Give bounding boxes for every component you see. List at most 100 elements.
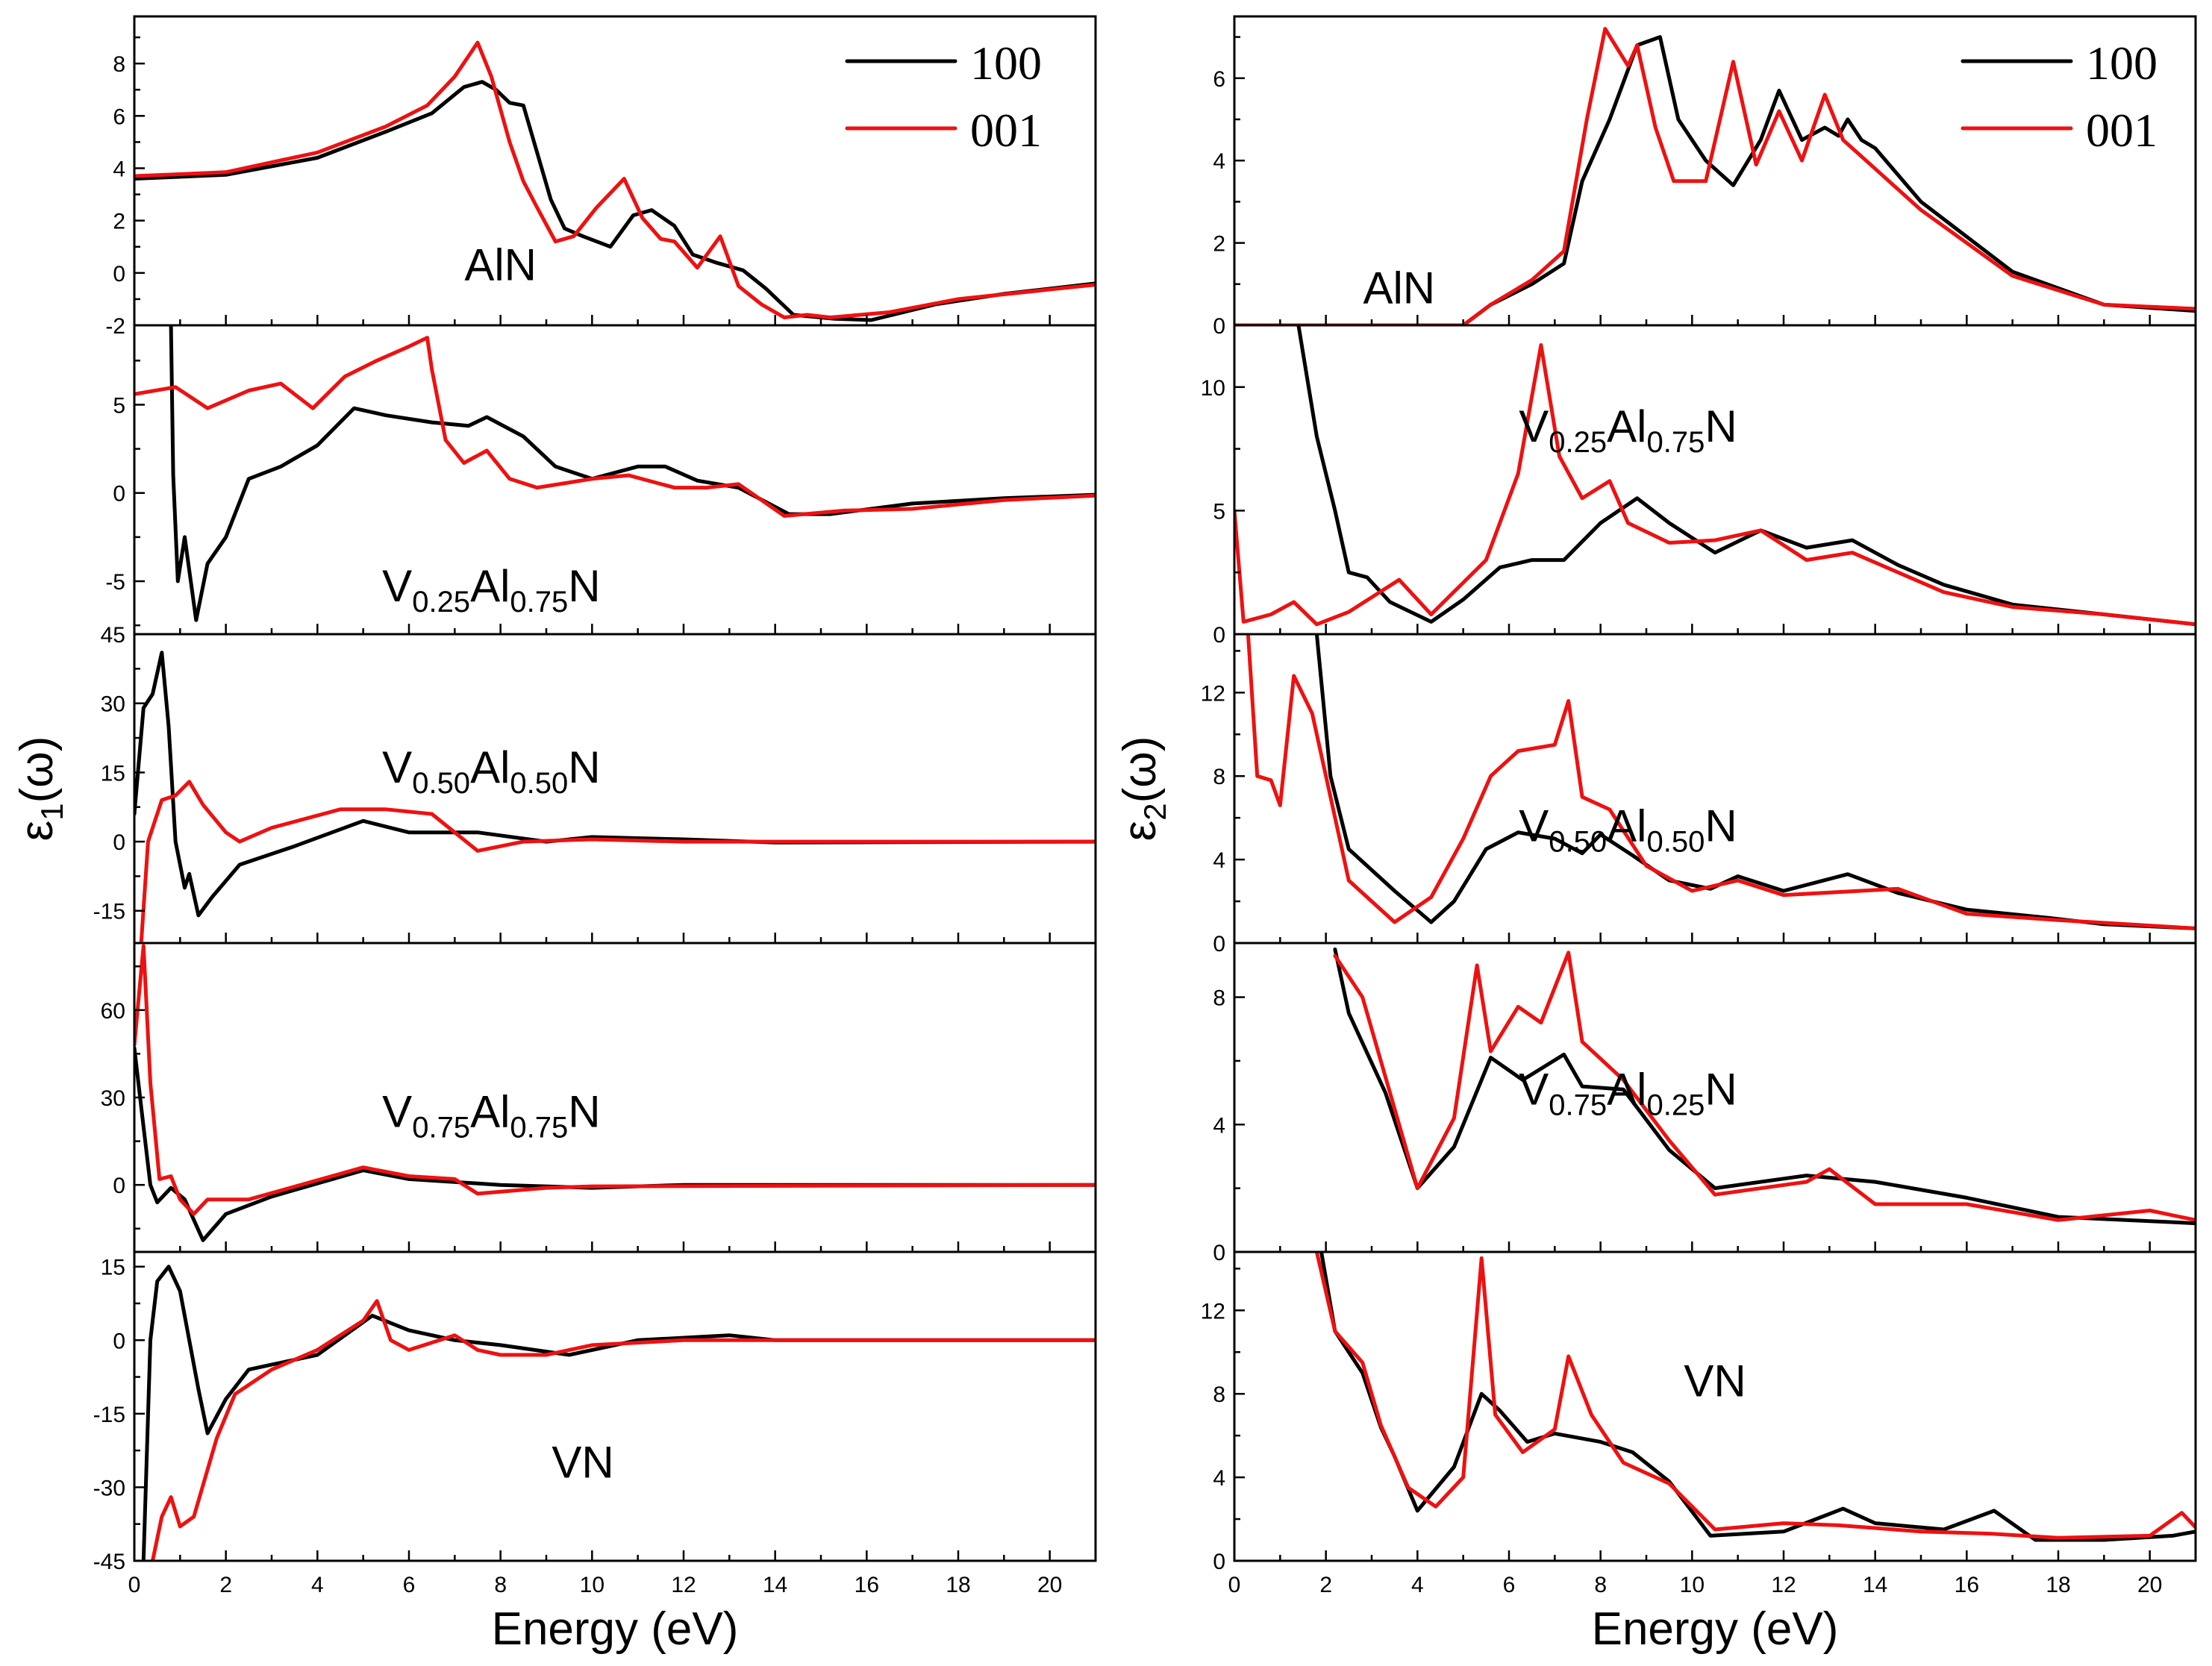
panel-label: V0.25Al0.75N <box>382 561 600 619</box>
epsilon1-chart: -2 0 2 4 6 8 AlN -5 0 5 V0.25Al0.75N -15 0 15 30 45 V0.5… <box>11 15 1097 1655</box>
y-tick-label: -45 <box>93 1550 125 1574</box>
y-tick-label: 4 <box>1213 149 1225 174</box>
x-tick-label: 6 <box>403 1573 416 1597</box>
x-tick-label: 16 <box>855 1573 879 1597</box>
y-tick-label: -15 <box>93 1403 125 1427</box>
y-tick-label: 0 <box>113 482 125 507</box>
series-001-line <box>1333 951 2196 1222</box>
y-tick-label: 12 <box>1201 681 1225 706</box>
panel-3: -15 0 15 30 45 V0.50Al0.50N <box>93 623 1097 945</box>
series-001-line <box>151 1299 1096 1561</box>
y-tick-label: 12 <box>1201 1299 1225 1324</box>
y-axis-title: ε1(ω) <box>11 736 69 842</box>
x-tick-label: 4 <box>311 1573 324 1597</box>
panel-3: 0 4 8 12 V0.50Al0.50N <box>1201 633 2197 956</box>
y-tick-label: 6 <box>1213 67 1225 92</box>
panel-label: VN <box>1684 1356 1746 1406</box>
legend-label-001: 001 <box>970 104 1042 157</box>
x-tick-label: 12 <box>671 1573 696 1597</box>
panel-5: -45 -30 -15 0 15 VN <box>93 1250 1097 1574</box>
series-001-line <box>134 336 1096 518</box>
legend-label-001: 001 <box>2086 104 2158 157</box>
panel-2: -5 0 5 V0.25Al0.75N <box>105 324 1097 636</box>
y-tick-label: -5 <box>105 570 125 595</box>
x-tick-label: 20 <box>2137 1573 2162 1597</box>
panel-label: V0.75Al0.25N <box>1519 1064 1737 1121</box>
y-tick-label: 5 <box>1213 499 1225 524</box>
series-001-line <box>1314 1252 2196 1540</box>
series-001-line <box>134 40 1096 319</box>
series-100-line <box>169 325 1096 622</box>
y-tick-label: 0 <box>1213 623 1225 648</box>
legend-label-100: 100 <box>970 37 1042 90</box>
y-tick-label: 0 <box>1213 1241 1225 1265</box>
y-tick-label: 10 <box>1201 376 1225 401</box>
x-tick-label: 6 <box>1503 1573 1516 1597</box>
x-tick-label: 14 <box>763 1573 787 1597</box>
series-100-line <box>1319 1252 2196 1542</box>
panel-frame <box>133 1250 1097 1562</box>
y-tick-label: 0 <box>113 830 125 855</box>
series-001-line <box>1234 343 2196 627</box>
x-tick-label: 10 <box>1680 1573 1705 1597</box>
x-tick-label: 8 <box>494 1573 507 1597</box>
y-tick-label: 15 <box>101 761 125 786</box>
panel-4: 0 4 8 V0.75Al0.25N <box>1213 942 2197 1265</box>
series-100-line <box>141 1265 1096 1561</box>
x-tick-label: 2 <box>1319 1573 1332 1597</box>
x-tick-label: 4 <box>1411 1573 1424 1597</box>
series-100-line <box>134 651 1096 918</box>
series-001-line <box>1234 27 2196 325</box>
x-tick-label: 2 <box>219 1573 232 1597</box>
y-tick-label: 15 <box>101 1256 125 1280</box>
series-100-line <box>1333 948 2196 1226</box>
series-100-line <box>134 1046 1096 1242</box>
panel-frame <box>133 942 1097 1253</box>
x-tick-label: 10 <box>580 1573 604 1597</box>
y-tick-label: 4 <box>113 157 125 181</box>
y-tick-label: 60 <box>101 999 125 1024</box>
series-100-line <box>1234 35 2196 325</box>
panel-frame <box>133 324 1097 636</box>
y-tick-label: 4 <box>1213 848 1225 873</box>
panel-1: 0 2 4 6 AlN <box>1213 15 2197 339</box>
y-tick-label: 0 <box>113 1174 125 1198</box>
y-tick-label: -30 <box>93 1476 125 1500</box>
panel-label: V0.25Al0.75N <box>1519 401 1737 459</box>
y-tick-label: 4 <box>1213 1113 1225 1138</box>
legend-label-100: 100 <box>2086 37 2158 90</box>
panel-label: AlN <box>464 239 537 289</box>
y-tick-label: 8 <box>113 52 125 77</box>
panel-frame <box>1233 1250 2197 1562</box>
y-tick-label: 8 <box>1213 986 1225 1011</box>
x-tick-label: 16 <box>1955 1573 1979 1597</box>
y-tick-label: 0 <box>1213 932 1225 956</box>
y-tick-label: 30 <box>101 692 125 717</box>
y-tick-label: 30 <box>101 1086 125 1111</box>
x-tick-label: 0 <box>128 1573 141 1597</box>
panel-4: 0 30 60 V0.75Al0.75N <box>101 942 1097 1253</box>
panel-label: V0.50Al0.50N <box>382 742 600 800</box>
panel-label: AlN <box>1363 263 1435 313</box>
panel-2: 0 5 10 V0.25Al0.75N <box>1201 324 2197 648</box>
legend-left: 100 001 <box>845 37 1042 157</box>
panel-1: -2 0 2 4 6 8 AlN <box>105 15 1097 339</box>
y-tick-label: 0 <box>1213 314 1225 339</box>
legend-right: 100 001 <box>1961 37 2158 157</box>
y-tick-label: 4 <box>1213 1466 1225 1491</box>
y-tick-label: -2 <box>105 314 125 339</box>
y-tick-label: 0 <box>113 262 125 286</box>
series-100-line <box>1314 634 2196 930</box>
y-axis-title: ε2(ω) <box>1114 736 1172 842</box>
panel-5: 0 4 8 12 VN <box>1201 1250 2197 1574</box>
series-001-line <box>1246 634 2196 930</box>
y-tick-label: 2 <box>1213 232 1225 257</box>
y-tick-label: 2 <box>113 210 125 234</box>
series-100-line <box>1296 325 2196 627</box>
x-tick-label: 0 <box>1228 1573 1241 1597</box>
x-axis-title: Energy (eV) <box>1592 1603 1839 1655</box>
panel-label: VN <box>552 1438 613 1488</box>
y-tick-label: -15 <box>93 900 125 924</box>
x-tick-label: 18 <box>946 1573 970 1597</box>
